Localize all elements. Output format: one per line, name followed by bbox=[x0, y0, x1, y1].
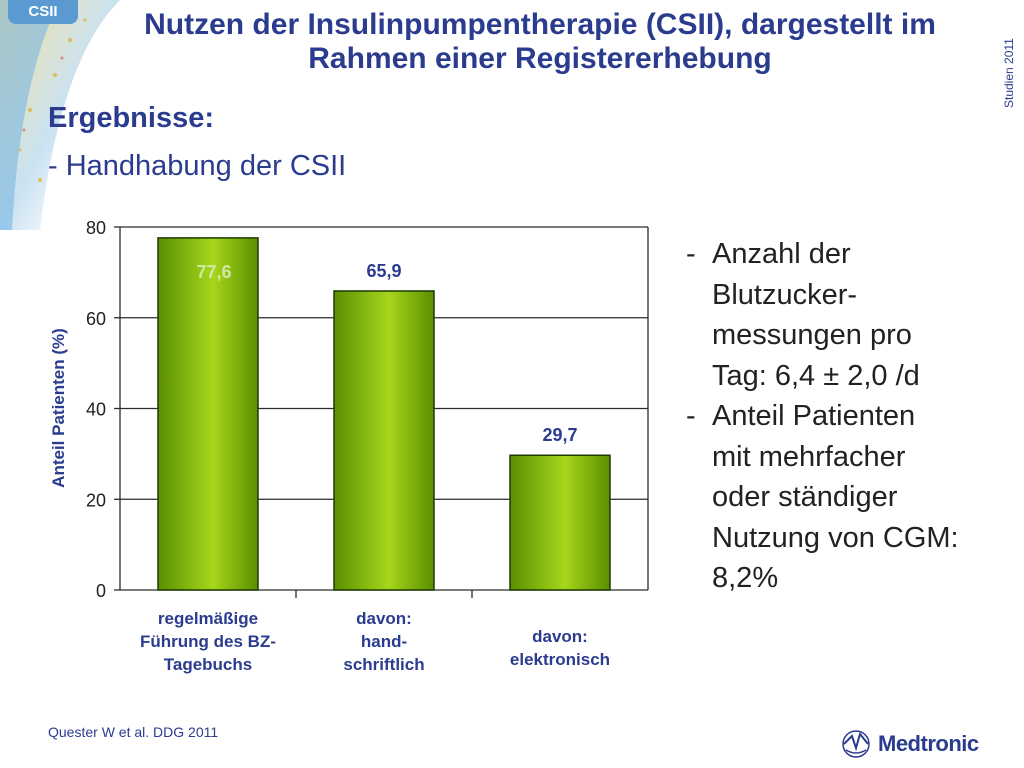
decorative-corner-graphic bbox=[0, 0, 120, 230]
data-label: 77,6 bbox=[196, 262, 231, 282]
bullet-item: - Anteil Patienten mit mehrfacher oder stän… bbox=[686, 396, 1016, 599]
bullet-line: Blutzucker- bbox=[712, 278, 858, 311]
y-axis-label: Anteil Patienten (%) bbox=[49, 328, 68, 488]
x-category-label: regelmäßige Führung des BZ-Tagebuchs bbox=[140, 609, 276, 674]
data-label: 65,9 bbox=[366, 261, 401, 281]
bullet-line: Anzahl der bbox=[712, 238, 851, 270]
x-category-label: davon: hand-schriftlich bbox=[343, 609, 424, 674]
y-tick-label: 0 bbox=[96, 581, 106, 601]
bullet-text: Anteil Patienten mit mehrfacher oder ständ… bbox=[712, 396, 959, 599]
medtronic-logo: Medtronic bbox=[838, 728, 1014, 760]
bar bbox=[333, 290, 435, 591]
logo-text: Medtronic bbox=[878, 731, 979, 756]
bullet-line: oder ständiger bbox=[712, 481, 898, 513]
bullet-line: Nutzung von CGM: bbox=[712, 521, 959, 554]
data-label: 29,7 bbox=[542, 425, 577, 445]
citation: Quester W et al. DDG 2011 bbox=[48, 724, 219, 740]
bullet-line: mit mehrfacher bbox=[712, 440, 906, 473]
y-tick-label: 80 bbox=[86, 218, 106, 238]
bullet-item: - Anzahl der Blutzucker-messungen pro Tag: … bbox=[686, 234, 1016, 396]
section-tag: CSII bbox=[8, 0, 78, 24]
y-tick-label: 60 bbox=[86, 309, 106, 329]
medtronic-logo-icon bbox=[842, 730, 870, 758]
bar bbox=[157, 237, 259, 591]
y-tick-label: 20 bbox=[86, 490, 106, 510]
section-heading: Ergebnisse: bbox=[48, 102, 214, 134]
title-line-2: Rahmen einer Registererhebung bbox=[308, 42, 772, 75]
bullet-line: messungen pro bbox=[712, 319, 912, 351]
bullet-dash: - bbox=[686, 238, 696, 270]
key-findings-list: - Anzahl der Blutzucker-messungen pro Tag: … bbox=[686, 234, 1016, 599]
x-category-label: davon: elektronisch bbox=[510, 627, 610, 669]
bullet-line: Tag: 6,4 ± 2,0 /d bbox=[712, 359, 920, 392]
page-title: Nutzen der Insulinpumpentherapie (CSII),… bbox=[70, 8, 1010, 76]
bullet-line: Anteil Patienten bbox=[712, 400, 916, 432]
y-tick-label: 40 bbox=[86, 400, 106, 420]
bar bbox=[509, 454, 611, 591]
bullet-line: 8,2% bbox=[712, 562, 779, 594]
bullet-dash: - bbox=[686, 400, 696, 432]
bullet-text: Anzahl der Blutzucker-messungen pro Tag: 6… bbox=[712, 234, 920, 396]
title-line-1: Nutzen der Insulinpumpentherapie (CSII),… bbox=[144, 8, 936, 41]
section-subheading: - Handhabung der CSII bbox=[48, 150, 347, 182]
